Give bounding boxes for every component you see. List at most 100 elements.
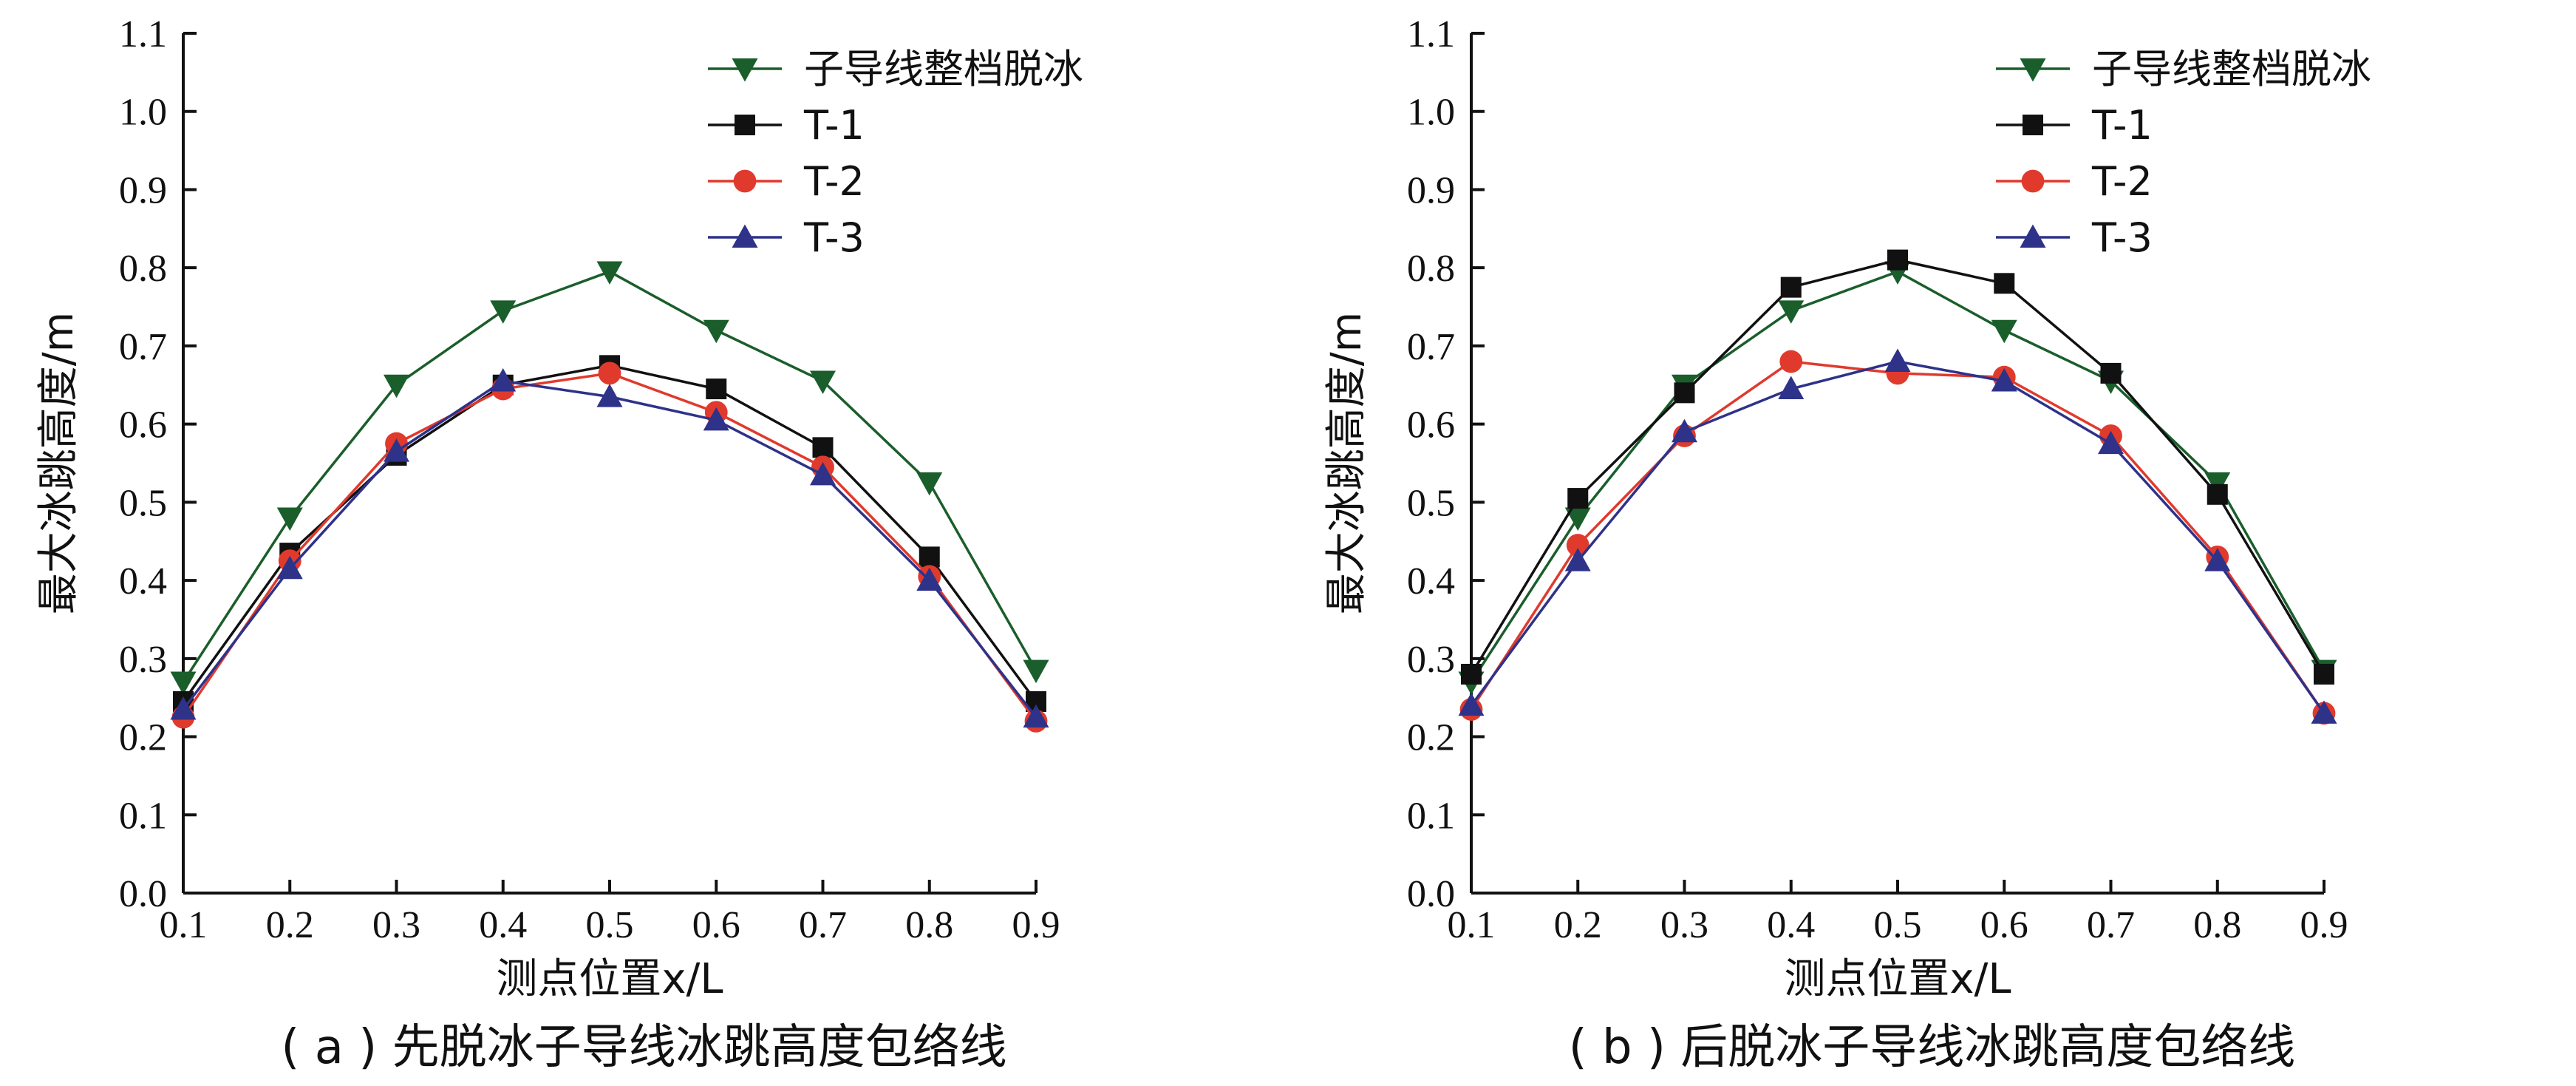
y-tick-label: 0.3 [119, 639, 167, 681]
series-line-b-3 [1470, 360, 2325, 714]
chart-a-caption: ( a ) 先脱冰子导线冰跳高度包络线 [281, 1020, 1007, 1075]
data-point-a-0-4 [596, 261, 623, 285]
data-point-b-3-8 [2311, 700, 2337, 724]
series-a-0 [170, 261, 1049, 696]
data-point-b-0-3 [1778, 300, 1805, 324]
chart-panel-a: 0.0 0.1 0.2 0.3 0.4 0.5 0.6 0.7 0.8 0.9 1.0 1.1 0.1 0… [35, 13, 1083, 1075]
data-point-a-1-6 [812, 437, 834, 458]
data-point-a-2-4 [598, 362, 621, 385]
data-point-a-3-4 [596, 384, 623, 407]
y-tick-label: 1.0 [119, 92, 167, 134]
series-line-a-0 [182, 270, 1037, 683]
x-axis-title: 测点位置x/L [1784, 955, 2011, 1003]
data-point-b-3-7 [2204, 548, 2231, 571]
legend-marker [732, 58, 758, 82]
data-point-a-3-6 [810, 461, 836, 486]
y-tick-label: 1.1 [119, 13, 167, 55]
x-tick-label: 0.7 [2087, 904, 2135, 946]
data-point-b-1-5 [1994, 273, 2015, 294]
legend-marker [735, 115, 755, 135]
series-b-2 [1459, 350, 2336, 725]
data-point-a-0-6 [810, 370, 836, 394]
legend-label: T-2 [803, 158, 865, 205]
x-tick-label: 0.6 [1980, 904, 2028, 946]
data-point-b-1-8 [2314, 663, 2334, 685]
legend-label: 子导线整档脱冰 [2092, 46, 2371, 92]
y-tick-label: 0.3 [1407, 639, 1455, 681]
legend-label: T-3 [2091, 214, 2153, 261]
data-point-a-0-1 [276, 507, 303, 532]
y-tick-label: 0.8 [119, 248, 167, 290]
data-point-b-1-1 [1567, 488, 1589, 509]
legend-label: T-1 [2091, 102, 2153, 149]
x-tick-label: 0.5 [1874, 904, 1922, 946]
y-tick-label: 0.5 [119, 482, 167, 524]
chart-b-caption: ( b ) 后脱冰子导线冰跳高度包络线 [1568, 1020, 2296, 1075]
data-point-b-1-0 [1461, 663, 1482, 685]
data-point-b-1-3 [1780, 276, 1802, 298]
y-tick-label: 0.2 [1407, 717, 1455, 759]
x-tick-label: 0.7 [799, 904, 847, 946]
legend-label: T-1 [803, 102, 865, 149]
series-a-3 [170, 367, 1049, 728]
y-tick-label: 0.4 [1407, 560, 1455, 603]
data-point-b-2-3 [1779, 350, 1803, 373]
y-axis-title: 最大冰跳高度/m [1323, 312, 1371, 614]
y-tick-label: 0.7 [119, 326, 167, 368]
y-tick-label: 0.6 [119, 404, 167, 447]
y-tick-label: 0.1 [1407, 795, 1455, 837]
series-line-a-3 [182, 379, 1037, 719]
chart-b: 0.00.10.20.30.40.50.60.70.80.91.01.10.1 0… [1323, 13, 2371, 1003]
y-tick-label: 1.0 [1407, 92, 1455, 134]
x-tick-label: 0.4 [479, 904, 527, 946]
y-tick-label: 0.0 [1407, 873, 1455, 915]
series-line-b-1 [1470, 258, 2325, 675]
x-tick-label: 0.1 [160, 904, 208, 946]
legend-marker [2023, 115, 2043, 135]
x-tick-label: 0.3 [1660, 904, 1708, 946]
y-tick-label: 0.2 [119, 717, 167, 759]
y-tick-label: 0.0 [119, 873, 167, 915]
x-tick-label: 0.2 [1554, 904, 1602, 946]
series-a-1 [173, 355, 1046, 712]
x-tick-label: 0.6 [692, 904, 740, 946]
y-tick-label: 0.4 [119, 560, 167, 603]
chart-a: 0.00.10.20.30.40.50.60.70.80.91.01.10.1 0… [35, 13, 1083, 1003]
series-b-3 [1458, 348, 2337, 724]
legend-marker [2021, 169, 2045, 193]
data-point-b-3-2 [1672, 418, 1697, 443]
data-point-b-0-7 [2204, 472, 2231, 496]
data-point-a-3-2 [384, 438, 409, 462]
data-point-a-0-2 [384, 374, 409, 398]
y-tick-label: 0.6 [1407, 404, 1455, 447]
y-tick-label: 1.1 [1407, 13, 1455, 55]
data-point-a-0-3 [490, 300, 517, 324]
series-b-1 [1461, 249, 2334, 685]
legend-marker [2020, 58, 2046, 82]
y-axis-title: 最大冰跳高度/m [35, 312, 83, 614]
x-tick-label: 0.3 [372, 904, 420, 946]
legend-label: T-2 [2091, 158, 2153, 205]
y-tick-label: 0.1 [119, 795, 167, 837]
legend-marker [2020, 224, 2046, 248]
series-line-a-1 [182, 364, 1037, 703]
data-point-b-2-1 [1566, 534, 1589, 557]
data-point-b-3-6 [2098, 430, 2124, 455]
y-tick-label: 0.9 [119, 169, 167, 211]
data-point-a-1-5 [706, 379, 727, 400]
data-point-b-1-6 [2100, 362, 2122, 384]
legend-label: T-3 [803, 214, 865, 261]
data-point-b-1-2 [1674, 382, 1695, 404]
x-tick-label: 0.2 [266, 904, 314, 946]
data-point-b-3-4 [1884, 348, 1911, 373]
data-point-b-3-1 [1564, 548, 1591, 571]
x-tick-label: 0.9 [1012, 904, 1060, 946]
legend-marker [733, 169, 757, 193]
x-tick-label: 0.4 [1767, 904, 1815, 946]
series-b-0 [1458, 261, 2337, 696]
y-tick-label: 0.5 [1407, 482, 1455, 524]
chart-panel-b: 0.0 0.1 0.2 0.3 0.4 0.5 0.6 0.7 0.8 0.9 1.0 1.1 0.1 0… [1288, 0, 2576, 1086]
y-tick-label: 0.8 [1407, 248, 1455, 290]
data-point-a-3-8 [1023, 704, 1049, 728]
data-point-b-1-4 [1887, 249, 1908, 271]
